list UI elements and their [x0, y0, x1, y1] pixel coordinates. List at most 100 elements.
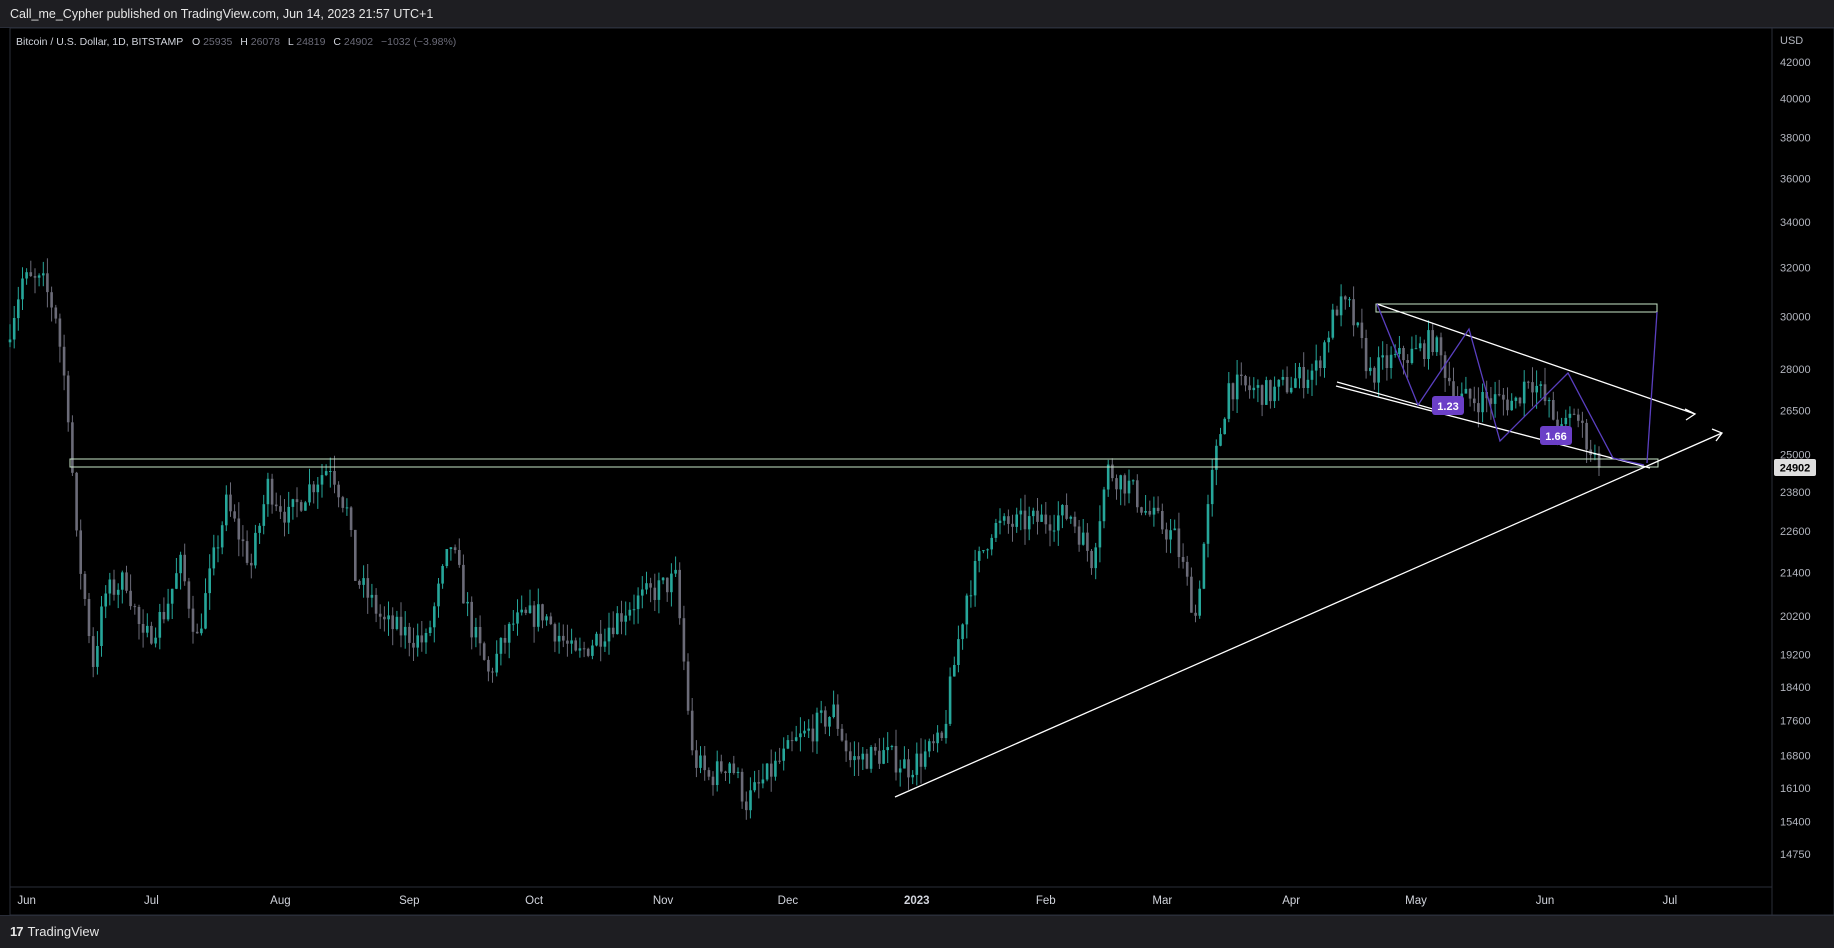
resistance-zone: [1375, 303, 1658, 313]
candle-body: [986, 549, 989, 551]
candle-body: [982, 550, 985, 552]
candle-body: [786, 740, 790, 749]
support-zone: [69, 458, 1659, 468]
candle-body: [607, 627, 611, 642]
candle-body: [524, 609, 528, 613]
time-tick-label: Jul: [144, 895, 159, 907]
candle-body: [911, 774, 914, 778]
candle-body: [1265, 380, 1268, 405]
candle-body: [1036, 510, 1039, 522]
candle-body: [233, 511, 236, 519]
candle-body: [1539, 384, 1543, 386]
candle-body: [487, 659, 490, 672]
legend-open-value: 25935: [203, 36, 232, 48]
candle-body: [507, 623, 511, 643]
channel-lower-line: [1335, 385, 1651, 469]
candle-body: [1148, 511, 1152, 515]
candle-body: [1256, 385, 1260, 388]
candle-body: [649, 583, 652, 588]
candle-body: [191, 608, 195, 632]
candle-body: [283, 511, 286, 523]
candle-body: [424, 633, 428, 643]
candle-body: [1073, 516, 1077, 527]
price-tick-label: 23800: [1780, 487, 1811, 499]
candle-body: [1373, 367, 1376, 383]
candle-body: [844, 740, 848, 752]
candle-body: [428, 627, 432, 633]
candle-body: [890, 746, 894, 748]
candle-body: [1402, 348, 1405, 361]
candle-body: [1198, 588, 1201, 616]
candle-body: [112, 579, 116, 595]
price-axis[interactable]: USD 42000 40000 38000 36000 34000 32000 30000 2…: [1780, 35, 1811, 861]
tradingview-logo[interactable]: 17 TradingView: [10, 924, 99, 939]
candle-body: [782, 748, 785, 761]
candle-body: [1294, 378, 1297, 388]
candle-body: [1502, 394, 1505, 400]
candle-body: [1032, 510, 1035, 517]
candle-body: [1098, 521, 1102, 548]
candle-body: [137, 607, 141, 624]
candle-body: [948, 676, 952, 724]
candle-body: [495, 653, 498, 673]
candle-body: [1310, 370, 1314, 380]
price-tick-label: 42000: [1780, 57, 1811, 69]
candle-body: [458, 550, 461, 565]
candle-body: [21, 278, 24, 300]
time-axis[interactable]: Jun Jul Aug Sep Oct Nov Dec 2023 Feb Mar Apr May Jun…: [17, 895, 1677, 907]
candle-body: [1281, 377, 1285, 380]
candle-body: [824, 710, 827, 727]
legend-symbol: Bitcoin / U.S. Dollar, 1D, BITSTAMP: [16, 36, 183, 48]
candle-body: [1344, 296, 1347, 300]
candle-body: [1185, 561, 1189, 577]
candle-body: [849, 751, 852, 761]
candle-body: [17, 299, 20, 319]
candle-body: [1577, 414, 1580, 421]
candle-body: [1489, 398, 1493, 404]
chart-frame[interactable]: 1.23 1.66 USD 42000 40000 38000 36000 34000 32…: [0, 28, 1834, 915]
candle-body: [819, 710, 823, 713]
candle-body: [1473, 398, 1476, 404]
candle-body: [295, 499, 299, 503]
candle-body: [957, 639, 960, 665]
ratio-label: 1.66: [1545, 431, 1566, 443]
ratio-label-bg: [1432, 396, 1464, 415]
candle-body: [1235, 374, 1239, 400]
candle-body: [670, 573, 673, 593]
candle-body: [994, 523, 998, 538]
candle-body: [770, 763, 773, 777]
candle-body: [1002, 516, 1006, 521]
candle-body: [1377, 357, 1380, 383]
chart-svg[interactable]: 1.23 1.66 USD 42000 40000 38000 36000 34000 32…: [0, 28, 1834, 915]
candle-body: [354, 529, 357, 581]
candle-body: [1015, 514, 1018, 527]
candle-body: [1011, 523, 1014, 527]
candle-body: [503, 638, 507, 643]
candle-body: [599, 633, 602, 647]
candle-body: [195, 631, 199, 634]
candle-body: [420, 635, 424, 643]
candle-body: [208, 568, 211, 594]
price-tick-label: 40000: [1780, 94, 1811, 106]
candle-body: [320, 475, 324, 485]
candle-body: [50, 292, 53, 308]
candle-body: [740, 771, 744, 802]
candle-body: [753, 782, 756, 791]
time-tick-label: Dec: [778, 895, 799, 907]
legend-low-value: 24819: [296, 36, 325, 48]
price-tick-label: 16800: [1780, 751, 1811, 763]
ratio-label-bg: [1540, 426, 1572, 445]
candle-body: [1240, 374, 1243, 376]
rising-trendline: [894, 432, 1723, 798]
candle-body: [840, 728, 844, 741]
ratio-label: 1.23: [1437, 401, 1458, 413]
candle-body: [1448, 377, 1451, 382]
candle-body: [166, 603, 170, 620]
candle-body: [720, 761, 723, 772]
candle-body: [516, 612, 519, 624]
candle-body: [237, 518, 241, 540]
candle-body: [715, 761, 719, 785]
candle-body: [757, 782, 761, 784]
candle-body: [944, 723, 948, 739]
candle-body: [632, 609, 636, 611]
